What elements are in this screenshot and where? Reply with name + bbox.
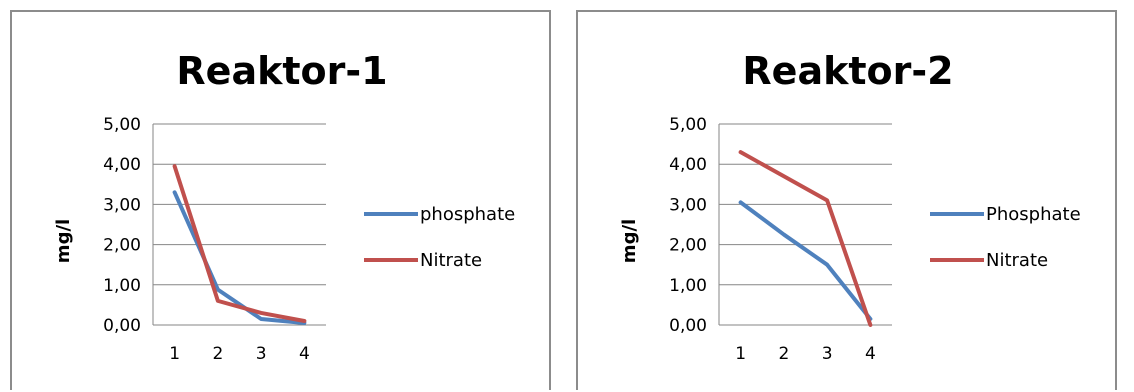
x-tick-label: 1: [735, 344, 746, 364]
chart-title: Reaktor-2: [742, 49, 953, 93]
y-tick-label: 2,00: [669, 236, 707, 256]
series-line-nitrate: [172, 164, 307, 323]
x-tick-labels: 1 2 3 4: [169, 344, 310, 364]
chart-svg-reaktor-2: Reaktor-2 mg/l 0,001,002,003,004,005,00 …: [619, 49, 1081, 364]
series-lines: [738, 150, 873, 327]
chart-svg-reaktor-1: Reaktor-1 mg/l 0,001,002,003,004,005,00 …: [53, 49, 515, 364]
legend-label-nitrate: Nitrate: [420, 250, 482, 271]
y-tick-label: 5,00: [103, 115, 141, 135]
series-line-phosphate: [172, 190, 307, 325]
gridlines: [152, 123, 326, 326]
y-tick-label: 1,00: [103, 276, 141, 296]
y-tick-label: 0,00: [103, 316, 141, 336]
legend-label-phosphate: phosphate: [420, 204, 515, 225]
x-tick-label: 4: [299, 344, 310, 364]
legend: Phosphate Nitrate: [930, 204, 1081, 271]
x-tick-label: 4: [865, 344, 876, 364]
chart-title: Reaktor-1: [176, 49, 387, 93]
x-tick-labels: 1 2 3 4: [735, 344, 876, 364]
legend-label-nitrate: Nitrate: [986, 250, 1048, 271]
x-tick-label: 2: [778, 344, 789, 364]
legend-label-phosphate: Phosphate: [986, 204, 1081, 225]
chart-panel-reaktor-2: Reaktor-2 mg/l 0,00 1,00 2,00 3,00 4,00 5,00 …: [576, 10, 1117, 390]
series-line-nitrate: [738, 150, 873, 327]
y-tick-label: 2,00: [103, 236, 141, 256]
y-tick-labels: 0,00 1,00 2,00 3,00 4,00 5,00: [103, 115, 141, 336]
y-tick-label: 4,00: [669, 155, 707, 175]
y-axis-label: mg/l: [619, 219, 640, 263]
series-line-phosphate: [738, 200, 873, 321]
series-lines: [172, 164, 307, 325]
x-tick-label: 2: [212, 344, 223, 364]
y-axis-label: mg/l: [53, 219, 74, 263]
y-tick-labels: 0,00 1,00 2,00 3,00 4,00 5,00: [669, 115, 707, 336]
y-tick-label: 5,00: [669, 115, 707, 135]
y-tick-label: 4,00: [103, 155, 141, 175]
y-tick-label: 3,00: [669, 195, 707, 215]
chart-panel-reaktor-1: Reaktor-1 mg/l 0,00 1,00 2,00 3,00 4,00 5,00 …: [10, 10, 551, 390]
x-tick-label: 3: [822, 344, 833, 364]
y-tick-label: 1,00: [669, 276, 707, 296]
y-tick-label: 3,00: [103, 195, 141, 215]
x-tick-label: 3: [256, 344, 267, 364]
y-tick-label: 0,00: [669, 316, 707, 336]
gridlines: [718, 123, 892, 326]
legend: phosphate Nitrate: [364, 204, 515, 271]
x-tick-label: 1: [169, 344, 180, 364]
